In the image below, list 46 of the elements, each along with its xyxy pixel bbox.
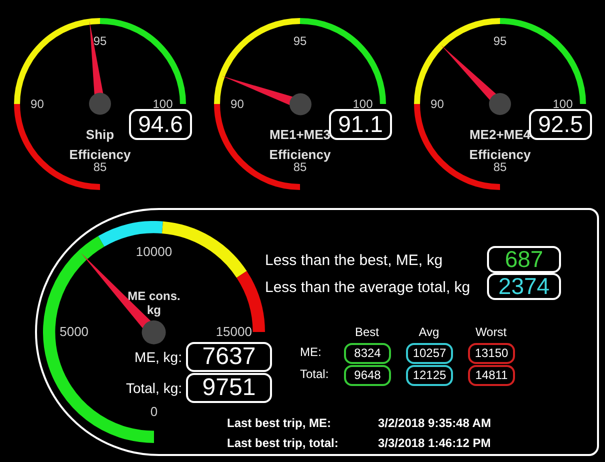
text: 95 xyxy=(492,34,508,48)
text: 90 xyxy=(230,96,245,111)
text: Best xyxy=(354,325,380,339)
text: 8324 xyxy=(344,343,391,364)
text: 2374 xyxy=(487,273,561,300)
text: 9648 xyxy=(344,365,391,386)
text: Total: xyxy=(300,367,329,381)
text: Total, kg: xyxy=(124,380,182,396)
data-label: 92.5 xyxy=(529,109,592,140)
text: 90 xyxy=(430,96,445,111)
text: 100 xyxy=(352,96,374,111)
text: 85 xyxy=(293,160,307,174)
data-label: 7637 xyxy=(186,342,272,372)
data-label: 94.6 xyxy=(129,109,192,140)
text: ME cons. kg xyxy=(126,288,182,317)
text: 10257 xyxy=(406,343,453,364)
text: 5000 xyxy=(58,324,90,340)
text: 0 xyxy=(149,404,159,420)
text: Less than the best, ME, kg xyxy=(265,252,443,269)
text: 3/3/2018 1:46:12 PM xyxy=(378,436,491,450)
text: 14811 xyxy=(468,365,515,386)
text: ME: xyxy=(300,345,322,359)
text: 687 xyxy=(487,246,561,273)
data-label: 9751 xyxy=(186,373,272,403)
text: 13150 xyxy=(468,343,515,364)
legend-label: ME, kg: xyxy=(134,349,182,365)
text: 100 xyxy=(552,96,574,111)
text: Last best trip, total: xyxy=(227,436,338,450)
data-label: 91.1 xyxy=(329,109,392,140)
text: 90 xyxy=(30,96,45,111)
text: ME2+ME4 Efficiency xyxy=(468,127,532,162)
text: Avg xyxy=(418,325,440,339)
text: 15000 xyxy=(214,324,253,340)
text: ME1+ME3 Efficiency xyxy=(268,127,332,162)
text: 12125 xyxy=(406,365,453,386)
text: 85 xyxy=(493,160,507,174)
text: Less than the average total, kg xyxy=(265,279,470,296)
text: 95 xyxy=(92,34,108,48)
text: 3/2/2018 9:35:48 AM xyxy=(378,416,491,430)
text: Last best trip, ME: xyxy=(227,416,332,430)
text: 10000 xyxy=(134,244,174,260)
text: Worst xyxy=(474,325,508,339)
text: Ship Efficiency xyxy=(68,127,132,162)
text: 95 xyxy=(292,34,308,48)
text: 100 xyxy=(152,96,174,111)
text: 85 xyxy=(93,160,107,174)
